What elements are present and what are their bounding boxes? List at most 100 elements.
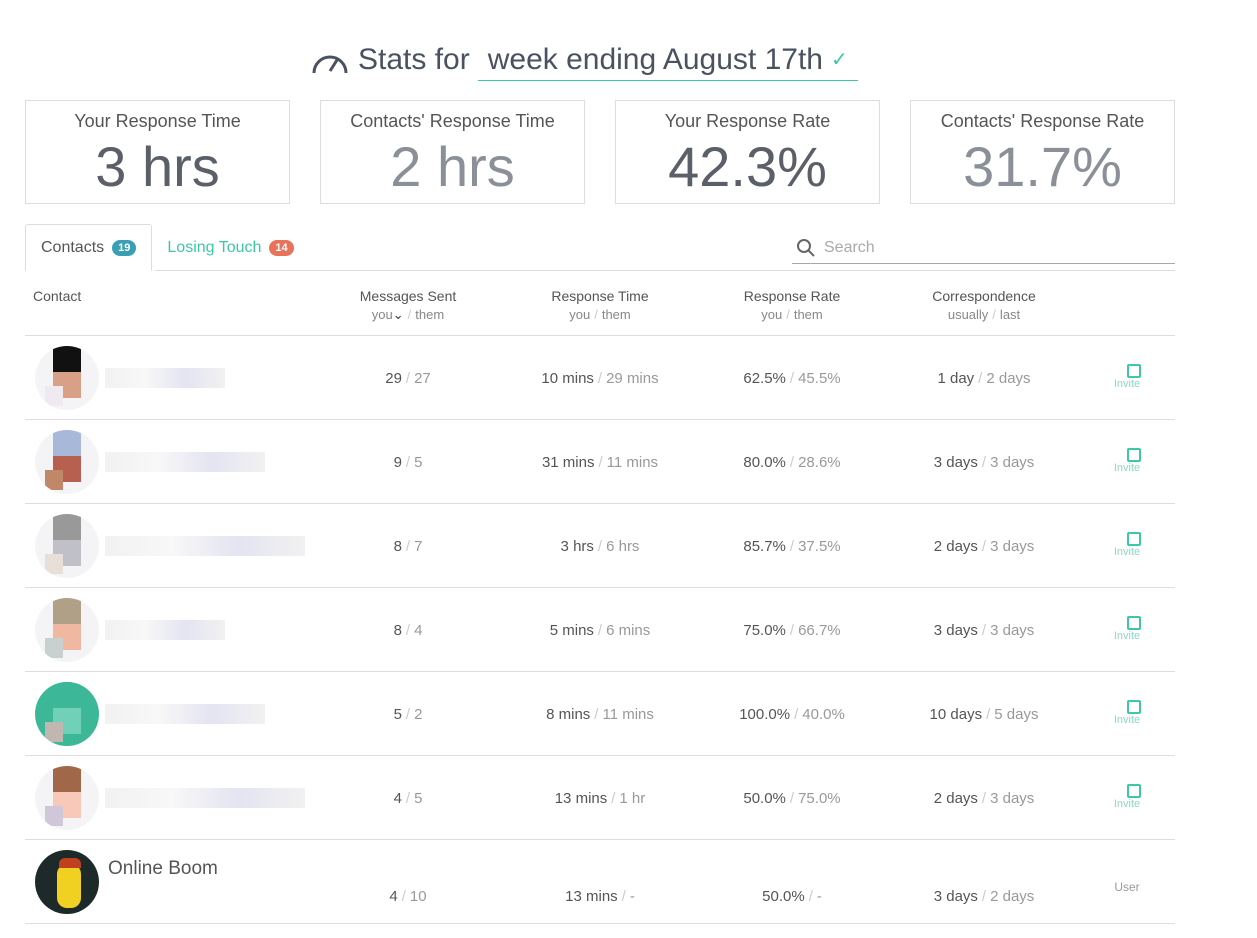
- messages-sent-you: 5: [393, 705, 402, 723]
- correspondence-you: 2 days: [933, 537, 978, 555]
- correspondence: 3 days/3 days: [934, 588, 1035, 672]
- table-row[interactable]: 8/4 5 mins/6 mins 75.0%/66.7% 3 days/3 days…: [25, 588, 1175, 672]
- sep: /: [405, 705, 411, 723]
- avatar: [35, 346, 99, 410]
- correspondence: 10 days/5 days: [930, 672, 1039, 756]
- correspondence-you: 3 days: [933, 887, 978, 905]
- correspondence-them: 3 days: [990, 537, 1035, 555]
- response-time-you: 10 mins: [541, 369, 594, 387]
- messages-sent-them: 27: [414, 369, 431, 387]
- table-row[interactable]: 8/7 3 hrs/6 hrs 85.7%/37.5% 2 days/3 days In…: [25, 504, 1175, 588]
- response-time-you: 31 mins: [541, 453, 595, 471]
- messages-sent: 4/10: [389, 854, 426, 938]
- col-response-time[interactable]: Response Time you / them: [551, 288, 648, 322]
- correspondence-you: 10 days: [929, 705, 983, 723]
- sep: /: [405, 369, 411, 387]
- correspondence-them: 2 days: [986, 369, 1031, 387]
- response-rate: 85.7%/37.5%: [743, 504, 840, 588]
- response-time-them: 11 mins: [606, 453, 659, 471]
- sub-them: them: [601, 307, 631, 322]
- messages-sent-you: 8: [393, 621, 402, 639]
- response-rate-you: 100.0%: [739, 705, 791, 723]
- col-title: Correspondence: [932, 288, 1036, 304]
- table-row[interactable]: Online Boom 4/10 13 mins / -50.0% / -3 days/2 …: [25, 840, 1175, 924]
- card-contacts-response-time: Contacts' Response Time 2 hrs: [320, 100, 585, 204]
- messages-sent: 5/2: [394, 672, 423, 756]
- tab-contacts[interactable]: Contacts 19: [25, 224, 153, 271]
- correspondence: 3 days/3 days: [934, 420, 1035, 504]
- card-label: Contacts' Response Rate: [940, 111, 1145, 131]
- col-response-rate[interactable]: Response Rate you / them: [744, 288, 841, 322]
- correspondence-them: 5 days: [994, 705, 1039, 723]
- sub-them: them: [415, 307, 445, 322]
- checkbox-icon: [1127, 532, 1141, 546]
- correspondence-you: 3 days: [933, 453, 978, 471]
- sep: /: [789, 621, 795, 639]
- stats-title: Stats for week ending August 17th ✓: [310, 38, 858, 82]
- sub-them: them: [793, 307, 823, 322]
- response-time: 13 mins / -: [565, 854, 635, 938]
- checkbox-icon: [1127, 364, 1141, 378]
- messages-sent: 4/5: [394, 756, 423, 840]
- table-row[interactable]: 29/27 10 mins/29 mins 62.5%/45.5% 1 day/2 d…: [25, 336, 1175, 420]
- response-time-them: 6 mins: [606, 621, 651, 639]
- checkbox-icon: [1127, 784, 1141, 798]
- sep: /: [621, 887, 626, 905]
- messages-sent-you: 4: [393, 789, 402, 807]
- sep: /: [992, 307, 996, 322]
- avatar: [35, 598, 99, 662]
- sub-last: last: [999, 307, 1021, 322]
- redacted-name: [105, 788, 305, 808]
- tab-label: Losing Touch: [167, 238, 262, 256]
- count-badge: 14: [269, 239, 294, 256]
- sep: /: [597, 621, 603, 639]
- col-contact[interactable]: Contact: [33, 288, 82, 304]
- response-time-them: 6 hrs: [606, 537, 640, 555]
- sep: /: [405, 621, 411, 639]
- response-rate-them: 75.0%: [798, 789, 841, 807]
- correspondence-them: 3 days: [990, 621, 1035, 639]
- search-placeholder: Search: [824, 238, 875, 256]
- sep: /: [789, 789, 795, 807]
- messages-sent: 8/7: [394, 504, 423, 588]
- table-row[interactable]: 5/2 8 mins/11 mins 100.0%/40.0% 10 days/5 d…: [25, 672, 1175, 756]
- sep: /: [598, 453, 603, 471]
- avatar: [35, 682, 99, 746]
- avatar: [35, 514, 99, 578]
- table-row[interactable]: 4/5 13 mins/1 hr 50.0%/75.0% 2 days/3 days I…: [25, 756, 1175, 840]
- response-time: 5 mins/6 mins: [550, 588, 651, 672]
- response-time-you: 3 hrs: [560, 537, 594, 555]
- search-input[interactable]: Search: [792, 232, 1175, 264]
- period-select[interactable]: week ending August 17th ✓: [477, 39, 858, 81]
- card-label: Your Response Time: [74, 111, 241, 131]
- checkbox-icon: [1127, 616, 1141, 630]
- response-rate-you: 85.7%: [743, 537, 786, 555]
- response-rate-you: 80.0%: [743, 453, 786, 471]
- response-rate-you: 75.0%: [743, 621, 786, 639]
- col-messages[interactable]: Messages Sent you⌄ / them: [360, 288, 457, 323]
- response-time-them: -: [629, 887, 635, 905]
- correspondence-them: 2 days: [990, 887, 1035, 905]
- stats-prefix: Stats for: [358, 43, 470, 76]
- contact-name[interactable]: Online Boom: [108, 858, 218, 879]
- response-rate: 62.5%/45.5%: [743, 336, 840, 420]
- correspondence-you: 3 days: [933, 621, 978, 639]
- response-time-you: 13 mins: [554, 789, 608, 807]
- response-rate-you: 62.5%: [743, 369, 786, 387]
- col-correspondence[interactable]: Correspondence usually / last: [932, 288, 1036, 322]
- sep: /: [978, 369, 983, 387]
- response-rate: 100.0%/40.0%: [739, 672, 845, 756]
- col-title: Messages Sent: [359, 288, 457, 304]
- table-row[interactable]: 9/5 31 mins/11 mins 80.0%/28.6% 3 days/3 da…: [25, 420, 1175, 504]
- tab-losing-touch[interactable]: Losing Touch 14: [152, 224, 308, 271]
- response-rate-them: 66.7%: [798, 621, 841, 639]
- messages-sent-them: 5: [414, 453, 423, 471]
- redacted-name: [105, 620, 225, 640]
- messages-sent: 29/27: [385, 336, 431, 420]
- response-time-them: 29 mins: [606, 369, 659, 387]
- redacted-name: [105, 452, 265, 472]
- response-time-you: 8 mins: [546, 705, 591, 723]
- sep: /: [597, 537, 603, 555]
- sub-you: you: [371, 307, 393, 322]
- table-header: Contact Messages Sent you⌄ / them Response …: [25, 286, 1175, 336]
